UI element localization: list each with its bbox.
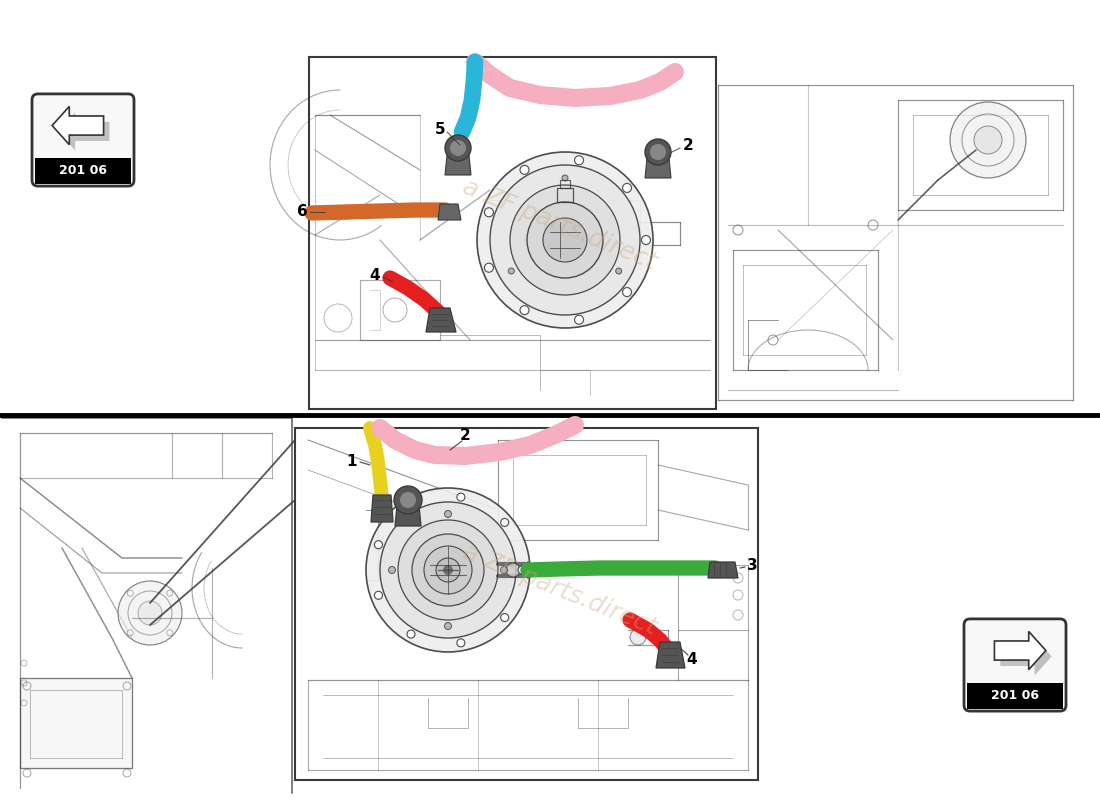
Polygon shape [438,204,461,220]
Circle shape [518,566,526,574]
Circle shape [374,591,383,599]
Circle shape [520,166,529,174]
Circle shape [623,287,631,297]
Polygon shape [58,112,110,150]
Circle shape [506,563,520,577]
Circle shape [407,502,415,510]
Circle shape [398,520,498,620]
Polygon shape [395,496,421,526]
Polygon shape [426,308,456,332]
Circle shape [444,622,451,630]
Circle shape [407,630,415,638]
Circle shape [543,218,587,262]
Circle shape [424,546,472,594]
Circle shape [128,590,133,596]
Text: 5: 5 [434,122,446,138]
Circle shape [456,639,465,647]
Circle shape [118,581,182,645]
Circle shape [527,202,603,278]
Circle shape [456,493,465,501]
Circle shape [650,144,666,160]
Circle shape [574,156,584,165]
Circle shape [974,126,1002,154]
Circle shape [574,315,584,324]
Bar [967,682,1063,709]
Polygon shape [994,631,1046,670]
Text: a ZF parts.direct: a ZF parts.direct [460,175,660,275]
Circle shape [138,601,162,625]
Polygon shape [656,642,685,668]
Circle shape [448,580,458,590]
Circle shape [373,540,383,550]
Text: 3: 3 [747,558,757,574]
Text: 2: 2 [460,427,471,442]
Polygon shape [371,495,393,522]
Circle shape [520,306,529,314]
Circle shape [562,175,568,181]
Circle shape [616,268,622,274]
Text: 201 06: 201 06 [991,690,1040,702]
Polygon shape [1000,638,1052,675]
Circle shape [500,566,507,574]
Text: 6: 6 [297,203,307,218]
Circle shape [510,185,620,295]
Circle shape [446,135,471,161]
Circle shape [484,208,494,217]
Polygon shape [20,678,132,768]
Circle shape [436,558,460,582]
Circle shape [412,534,484,606]
Polygon shape [708,562,738,578]
Circle shape [167,630,173,636]
Circle shape [394,486,422,514]
Circle shape [950,102,1026,178]
Circle shape [645,139,671,165]
Circle shape [366,488,530,652]
Polygon shape [52,106,103,145]
Polygon shape [446,145,471,175]
Circle shape [500,614,508,622]
FancyBboxPatch shape [964,619,1066,711]
Circle shape [167,590,173,596]
Circle shape [630,629,646,645]
Circle shape [477,152,653,328]
Circle shape [128,630,133,636]
Text: 2: 2 [683,138,693,153]
Text: a ZF parts.direct: a ZF parts.direct [460,540,660,640]
Circle shape [388,566,396,574]
Circle shape [400,492,416,508]
Polygon shape [645,148,671,178]
Circle shape [450,140,466,156]
Circle shape [444,510,451,518]
Circle shape [500,518,508,526]
Circle shape [623,183,631,193]
Text: 4: 4 [686,653,697,667]
Bar [295,428,758,780]
Bar [309,57,716,409]
Circle shape [374,541,383,549]
Circle shape [443,565,453,575]
FancyBboxPatch shape [32,94,134,186]
Circle shape [641,235,650,245]
Circle shape [490,165,640,315]
Circle shape [484,263,494,272]
Text: 201 06: 201 06 [59,164,107,178]
Circle shape [379,502,516,638]
Circle shape [508,268,515,274]
Text: 1: 1 [346,454,358,470]
Bar [35,158,131,184]
Text: 4: 4 [370,267,381,282]
